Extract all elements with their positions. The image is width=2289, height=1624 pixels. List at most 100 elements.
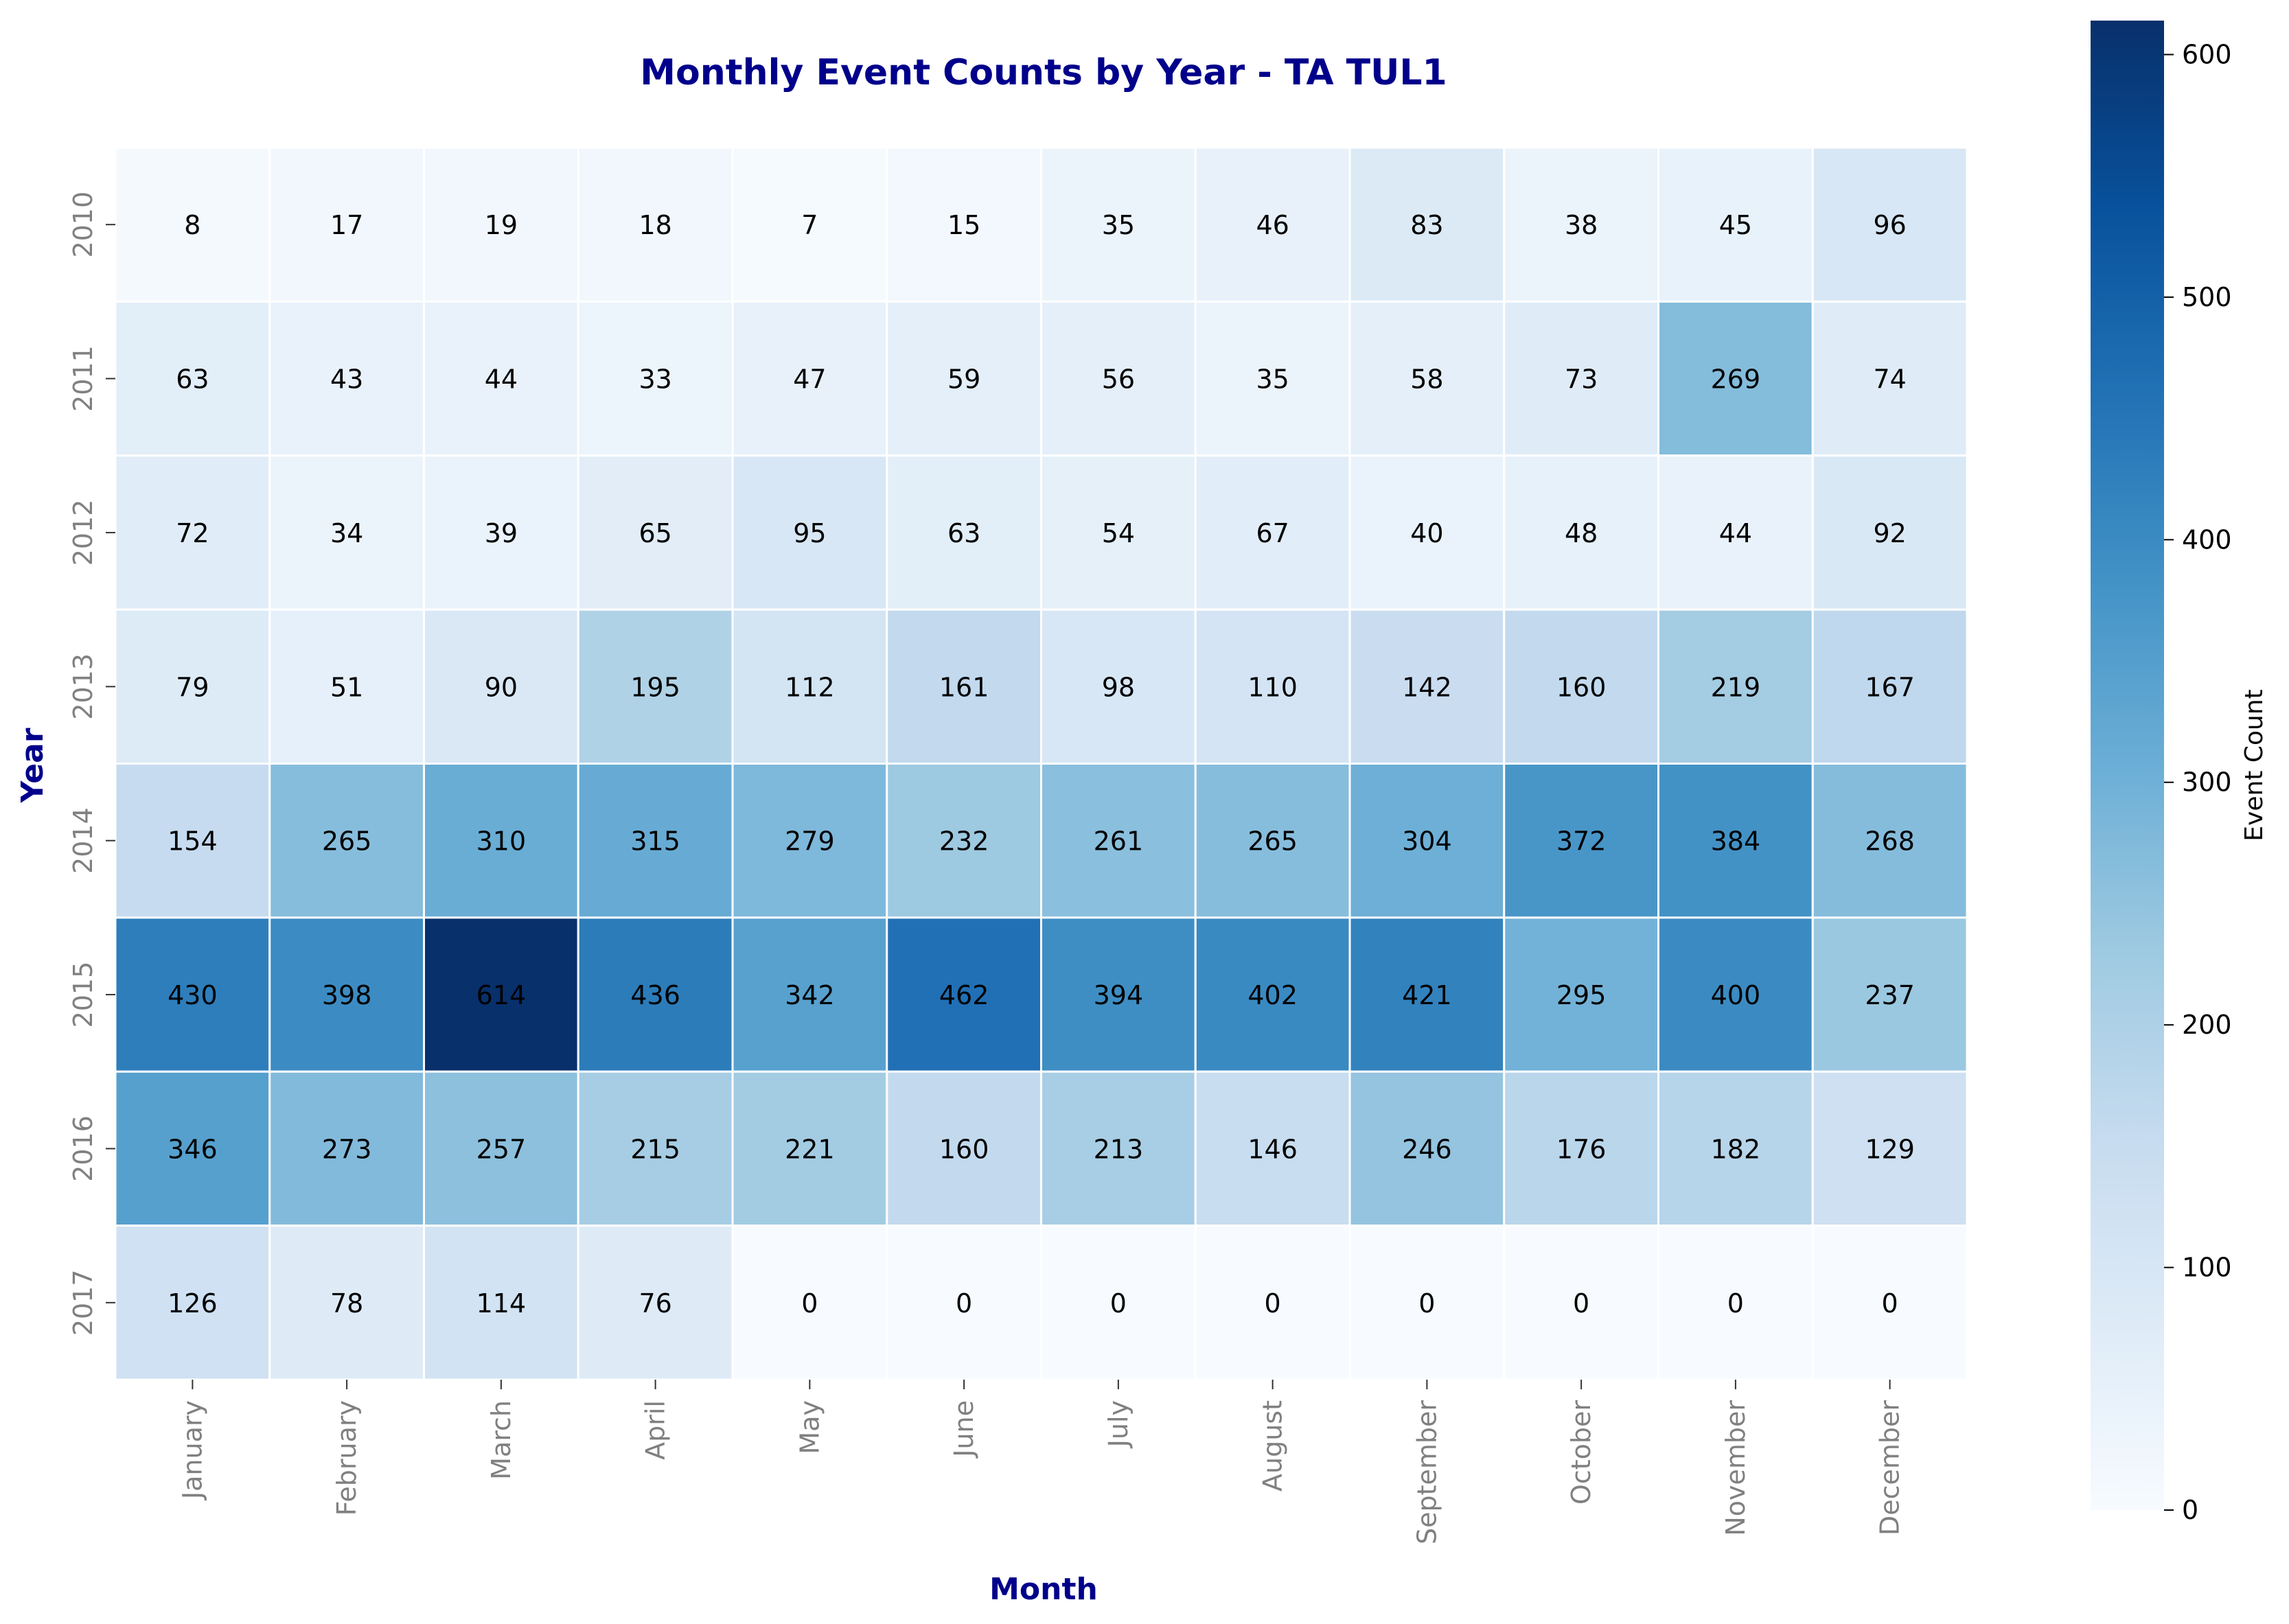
heatmap-cell	[731, 146, 888, 303]
x-axis-label: Month	[989, 1572, 1098, 1607]
cell-value-label: 18	[639, 210, 671, 240]
heatmap-cell	[423, 146, 579, 303]
cell-value-label: 0	[801, 1288, 818, 1319]
cell-value-label: 269	[1711, 364, 1761, 395]
heatmap-cell	[1657, 608, 1814, 765]
heatmap-cells	[114, 146, 1968, 1381]
cell-value-label: 33	[639, 364, 671, 395]
heatmap-cell	[731, 454, 888, 611]
x-tick-label: January	[177, 1400, 207, 1500]
heatmap-cell	[423, 1225, 579, 1381]
heatmap-cell	[114, 146, 271, 303]
heatmap-cell	[1040, 1225, 1197, 1381]
cell-value-label: 265	[1247, 826, 1298, 857]
heatmap-cell	[1348, 1070, 1506, 1227]
heatmap-cell	[268, 608, 425, 765]
colorbar-tick-label: 0	[2182, 1495, 2198, 1525]
y-tick-label: 2010	[68, 192, 98, 258]
colorbar-tick-label: 100	[2182, 1253, 2232, 1283]
cell-value-label: 110	[1247, 672, 1298, 702]
heatmap-cell	[1657, 763, 1814, 919]
y-tick-label: 2013	[68, 653, 98, 720]
cell-value-label: 8	[184, 210, 200, 240]
heatmap-cell	[1194, 146, 1351, 303]
cell-value-label: 421	[1402, 980, 1452, 1010]
heatmap-cell	[1811, 608, 1968, 765]
cell-value-label: 95	[793, 518, 826, 548]
heatmap-cell	[1040, 763, 1197, 919]
heatmap-cell	[114, 1070, 271, 1227]
cell-value-label: 51	[330, 672, 363, 702]
cell-value-label: 221	[785, 1134, 835, 1164]
heatmap-cell	[1657, 454, 1814, 611]
cell-value-label: 112	[785, 672, 835, 702]
cell-value-label: 154	[168, 826, 218, 857]
cell-value-label: 398	[322, 980, 372, 1010]
x-tick-label: August	[1258, 1400, 1288, 1492]
heatmap-cell	[1811, 454, 1968, 611]
cell-value-label: 161	[939, 672, 989, 702]
cell-value-label: 142	[1402, 672, 1452, 702]
heatmap-cell	[1040, 1070, 1197, 1227]
x-tick-label: May	[794, 1400, 825, 1454]
heatmap-cell	[1040, 608, 1197, 765]
cell-value-label: 232	[939, 826, 989, 857]
cell-value-label: 96	[1873, 210, 1906, 240]
heatmap-cell	[114, 300, 271, 457]
colorbar-gradient	[2091, 21, 2164, 1510]
cell-value-label: 40	[1410, 518, 1443, 548]
cell-value-label: 0	[1727, 1288, 1744, 1319]
cell-value-label: 0	[1265, 1288, 1281, 1319]
heatmap-cell	[1657, 1070, 1814, 1227]
cell-value-label: 394	[1094, 980, 1144, 1010]
heatmap-cell	[114, 454, 271, 611]
heatmap-cell	[1811, 916, 1968, 1073]
heatmap-cell	[886, 916, 1042, 1073]
cell-value-label: 35	[1256, 364, 1289, 395]
cell-value-label: 74	[1873, 364, 1906, 395]
heatmap-cell	[1040, 454, 1197, 611]
heatmap-cell	[731, 1225, 888, 1381]
x-tick-label: December	[1875, 1400, 1905, 1535]
cell-value-label: 114	[476, 1288, 527, 1319]
cell-value-label: 92	[1873, 518, 1906, 548]
cell-value-label: 462	[939, 980, 989, 1010]
x-tick-label: July	[1103, 1400, 1134, 1448]
y-tick-label: 2017	[68, 1269, 98, 1336]
cell-value-label: 213	[1094, 1134, 1144, 1164]
colorbar-tick-label: 600	[2182, 39, 2232, 69]
cell-value-label: 160	[939, 1134, 989, 1164]
heatmap-cell	[577, 608, 734, 765]
heatmap-cell	[423, 1070, 579, 1227]
y-axis-ticks: 2010 2011 2012 2013 2014 2015 2016 2017	[68, 192, 115, 1336]
cell-value-label: 83	[1410, 210, 1443, 240]
cell-value-label: 246	[1402, 1134, 1452, 1164]
cell-value-label: 46	[1256, 210, 1289, 240]
cell-value-label: 160	[1556, 672, 1607, 702]
cell-value-label: 0	[1418, 1288, 1435, 1319]
heatmap-cell	[1348, 916, 1506, 1073]
heatmap-cell	[268, 146, 425, 303]
cell-value-label: 59	[947, 364, 980, 395]
cell-value-label: 346	[168, 1134, 218, 1164]
colorbar-tick-label: 300	[2182, 767, 2232, 798]
heatmap-cell	[1194, 1225, 1351, 1381]
cell-value-label: 310	[476, 826, 527, 857]
cell-value-label: 63	[947, 518, 980, 548]
heatmap-cell	[1811, 1225, 1968, 1381]
heatmap-cell	[114, 608, 271, 765]
heatmap-cell	[1657, 300, 1814, 457]
cell-value-label: 273	[322, 1134, 372, 1164]
x-tick-label: September	[1412, 1400, 1442, 1544]
heatmap-cell	[886, 608, 1042, 765]
heatmap-cell	[1503, 300, 1659, 457]
x-axis-ticks: January February March April May June July Augu…	[177, 1380, 1905, 1544]
heatmap-cell	[577, 300, 734, 457]
colorbar-ticks: 0 100 200 300 400 500 600	[2164, 39, 2232, 1525]
heatmap-cell	[114, 763, 271, 919]
x-tick-label: April	[641, 1400, 671, 1460]
x-tick-label: October	[1566, 1400, 1596, 1505]
cell-value-label: 219	[1711, 672, 1761, 702]
heatmap-cell	[577, 146, 734, 303]
heatmap-cell	[886, 763, 1042, 919]
